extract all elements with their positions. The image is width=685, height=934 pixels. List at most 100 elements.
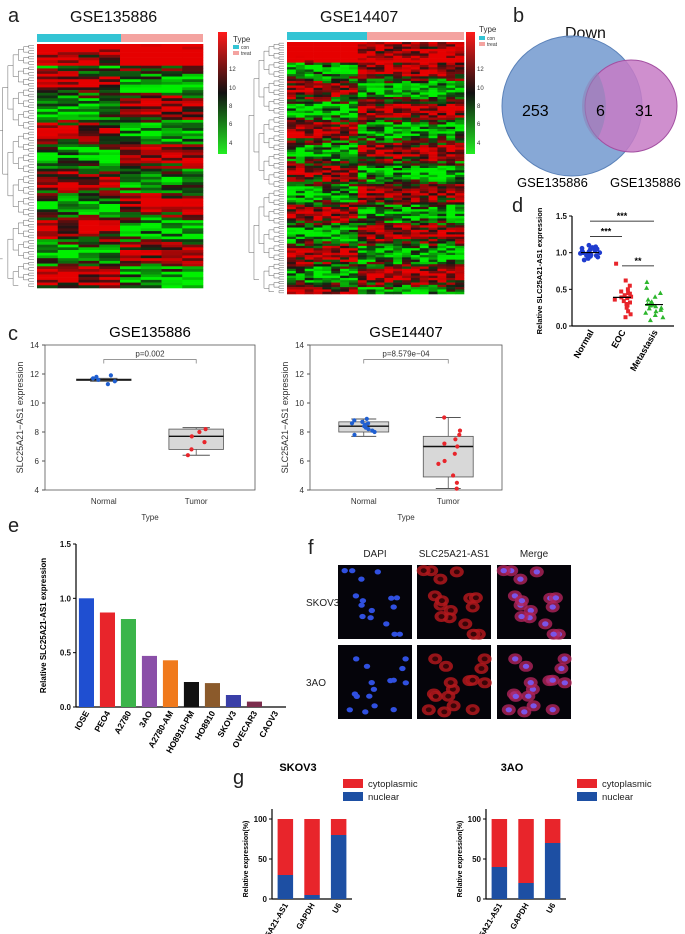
bar-segment: [277, 875, 294, 899]
data-point: [579, 245, 585, 251]
data-point: [366, 421, 371, 426]
x-tick-label: U6: [331, 901, 344, 915]
panel-label-a: a: [8, 5, 20, 27]
y-tick-label: 10: [295, 399, 304, 408]
x-tick-label: HO8910: [193, 709, 218, 742]
microscopy-panel: DAPI SLC25A21-AS1 Merge SKOV3 3AO: [306, 549, 572, 719]
y-axis-label: Relative SLC25A21-AS1 expression: [39, 558, 48, 693]
legend-treat: treat: [241, 51, 252, 57]
y-tick-label: 12: [295, 370, 304, 379]
data-point: [621, 299, 626, 304]
data-point: [657, 290, 663, 295]
svg-text:4: 4: [229, 141, 233, 147]
x-tick-label: Tumor: [437, 497, 460, 506]
y-tick-label: 0.0: [556, 322, 568, 331]
data-point: [597, 250, 603, 256]
y-tick-label: 6: [300, 457, 305, 466]
x-tick-label: GAPDH: [508, 901, 530, 931]
y-tick-label: 1.0: [556, 249, 568, 258]
y-axis-label: Relative expression(%): [243, 821, 250, 898]
y-axis-label: Relative SLC25A21-AS1 expression: [535, 207, 544, 334]
bar-segment: [277, 819, 294, 875]
bar: [246, 701, 262, 707]
data-point: [360, 419, 365, 424]
svg-text:6: 6: [229, 122, 233, 128]
y-tick-label: 0.5: [556, 285, 568, 294]
y-tick-label: 14: [30, 341, 39, 350]
data-point: [90, 376, 96, 381]
stacked-bar-skov3: SKOV3 0 50 100 Relative expression(%)SLC25A2…: [243, 762, 418, 934]
data-point: [652, 294, 658, 299]
plot-title: 3AO: [501, 762, 524, 774]
data-point: [612, 297, 617, 302]
svg-text:10: 10: [477, 86, 484, 92]
y-tick-label: 100: [468, 815, 482, 824]
data-point: [203, 427, 208, 432]
micrograph: [338, 565, 412, 639]
y-tick-label: 0.5: [60, 649, 72, 658]
svg-text:12: 12: [477, 67, 484, 73]
data-point: [455, 444, 460, 449]
data-point: [652, 312, 658, 317]
y-tick-label: 8: [300, 428, 305, 437]
bar-segment: [544, 819, 561, 843]
svg-text:4: 4: [477, 141, 481, 147]
data-point: [614, 261, 619, 266]
data-point: [623, 278, 628, 283]
plot-title: GSE135886: [109, 324, 191, 341]
bar: [99, 612, 115, 707]
data-point: [623, 315, 628, 320]
bar-segment: [544, 843, 561, 899]
data-point: [454, 486, 459, 491]
bar: [225, 695, 241, 707]
data-point: [625, 296, 630, 301]
data-point: [94, 374, 99, 379]
data-point: [370, 428, 375, 433]
data-point: [112, 379, 117, 384]
data-point: [645, 297, 651, 302]
legend-label: cytoplasmic: [602, 779, 652, 790]
bar: [162, 660, 178, 707]
svg-text:8: 8: [477, 104, 481, 110]
bar-segment: [304, 819, 320, 895]
y-tick-label: 0: [477, 895, 482, 904]
data-point: [442, 458, 447, 464]
y-tick-label: 14: [295, 341, 304, 350]
data-point: [108, 373, 113, 378]
scatter-panel-d: 0.0 0.5 1.0 1.5 Relative SLC25A21-AS1 expres…: [535, 207, 674, 373]
data-point: [362, 422, 367, 427]
x-tick-label: GAPDH: [294, 901, 316, 931]
svg-text:12: 12: [229, 67, 236, 73]
x-tick-label: PEO4: [92, 709, 112, 734]
bar-segment: [330, 819, 347, 835]
data-point: [453, 437, 458, 442]
x-tick-label: Normal: [351, 497, 377, 506]
x-tick-label: Normal: [91, 497, 117, 506]
bar: [141, 655, 157, 707]
data-point: [457, 428, 463, 433]
data-point: [625, 303, 630, 308]
y-tick-label: 0: [263, 895, 268, 904]
column-label: DAPI: [363, 549, 386, 560]
legend-swatch: [577, 792, 597, 801]
data-point: [581, 257, 587, 263]
plot-frame: [44, 344, 256, 491]
data-point: [629, 294, 634, 299]
panel-label-f: f: [308, 537, 314, 559]
data-point: [451, 473, 456, 478]
heatmap-title: GSE14407: [320, 9, 398, 26]
significance-mark: **: [634, 256, 642, 266]
legend-label: nuclear: [368, 792, 399, 803]
data-point: [586, 242, 592, 248]
data-point: [644, 279, 650, 284]
venn-left-label: GSE135886: [517, 175, 588, 190]
legend-swatch: [343, 779, 363, 788]
data-point: [647, 317, 653, 323]
data-point: [619, 289, 624, 294]
panel-label-e: e: [8, 515, 19, 537]
legend-title: Type: [233, 35, 251, 44]
row-label: 3AO: [306, 678, 326, 689]
column-label: Merge: [520, 549, 549, 560]
y-tick-label: 12: [30, 370, 39, 379]
